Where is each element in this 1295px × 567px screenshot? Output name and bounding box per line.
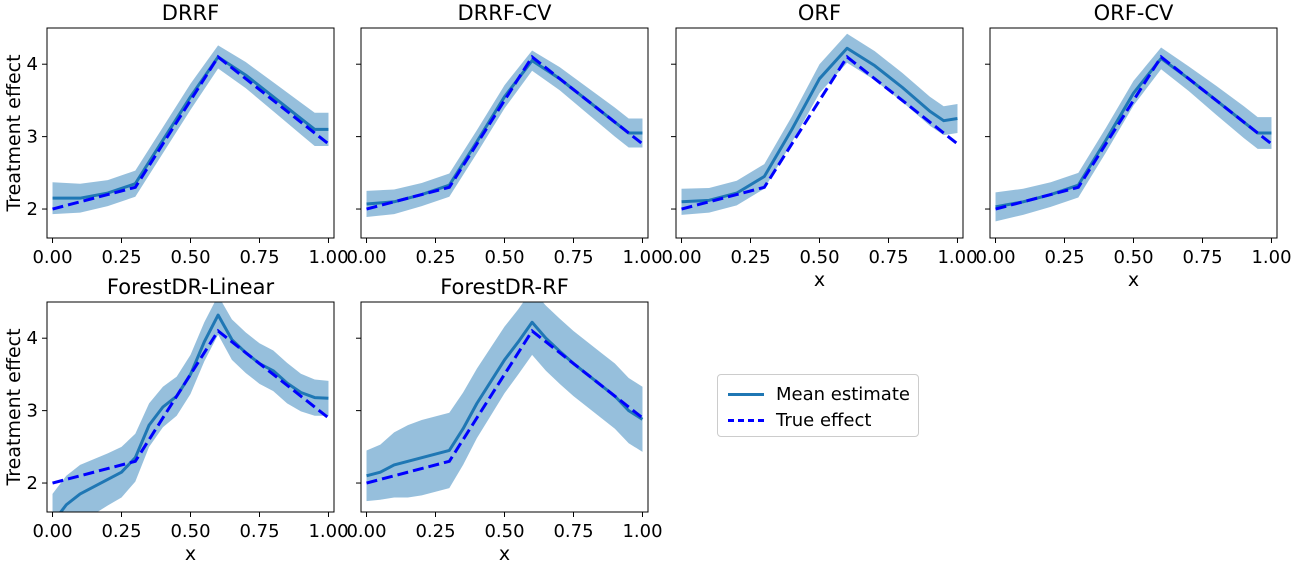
x-tick-label: 0.00 <box>346 521 386 542</box>
confidence-band <box>52 302 329 512</box>
x-tick-label: 0.75 <box>553 521 593 542</box>
x-tick-label: 1.00 <box>1251 247 1291 268</box>
y-tick-label: 2 <box>27 473 38 494</box>
x-tick-label: 0.00 <box>346 247 386 268</box>
true-effect-line <box>995 54 1273 211</box>
x-axis-label: x <box>814 269 825 291</box>
plot-area <box>995 47 1273 222</box>
panel-2: 0.00 0.25 0.50 0.75 1.00 DRRF-CV <box>346 1 662 268</box>
plot-area <box>52 45 330 215</box>
plot-area <box>366 50 644 218</box>
panel-4: 0.00 0.25 0.50 0.75 1.00 ORF-CV x <box>975 1 1291 291</box>
panel-5: 0.00 0.25 0.50 0.75 1.00 2 3 4 ForestDR-Linear x T… <box>3 275 349 565</box>
x-tick-label: 0.25 <box>101 521 141 542</box>
confidence-band <box>366 302 643 502</box>
true-effect-line <box>681 54 959 211</box>
legend-label-true: True effect <box>776 409 872 431</box>
x-tick-label: 0.25 <box>415 247 455 268</box>
x-tick-label: 0.75 <box>553 247 593 268</box>
y-tick-label: 4 <box>27 54 38 75</box>
x-tick-label: 0.00 <box>661 247 701 268</box>
x-tick-label: 0.25 <box>730 247 770 268</box>
panel-6: 0.00 0.25 0.50 0.75 1.00 ForestDR-RF x <box>346 275 662 565</box>
x-tick-label: 0.50 <box>799 247 839 268</box>
legend: Mean estimate True effect <box>717 374 919 437</box>
panel-3: 0.00 0.25 0.50 0.75 1.00 ORF x <box>661 1 977 291</box>
true-effect-line <box>366 328 644 485</box>
x-tick-label: 0.00 <box>32 247 72 268</box>
x-tick-label: 0.00 <box>975 247 1015 268</box>
legend-swatch-true <box>728 418 764 422</box>
panel-1: 0.00 0.25 0.50 0.75 1.00 2 3 4 DRRF Treatment eff… <box>3 1 349 268</box>
x-tick-label: 1.00 <box>308 521 348 542</box>
x-tick-label: 0.50 <box>484 521 524 542</box>
true-effect-line <box>52 54 330 211</box>
x-tick-label: 0.25 <box>1044 247 1084 268</box>
y-tick-label: 3 <box>27 401 38 422</box>
x-tick-label: 0.75 <box>239 521 279 542</box>
confidence-band <box>52 45 329 215</box>
legend-swatch-mean <box>728 392 764 396</box>
mean-estimate-line <box>52 55 329 200</box>
panel-title: ORF-CV <box>1094 1 1174 25</box>
x-tick-label: 0.75 <box>239 247 279 268</box>
confidence-band <box>995 47 1272 222</box>
y-tick-label: 4 <box>27 328 38 349</box>
x-tick-label: 1.00 <box>937 247 977 268</box>
plot-area <box>52 302 330 512</box>
y-axis-label: Treatment effect <box>3 54 25 212</box>
panel-title: DRRF <box>162 1 219 25</box>
true-effect-line <box>366 54 644 211</box>
x-tick-label: 0.50 <box>484 247 524 268</box>
legend-entry-mean: Mean estimate <box>728 382 910 406</box>
panel-title: ForestDR-Linear <box>107 275 275 299</box>
confidence-band <box>681 33 958 215</box>
x-axis-label: x <box>185 543 196 565</box>
x-tick-label: 0.25 <box>101 247 141 268</box>
x-axis-label: x <box>1128 269 1139 291</box>
y-tick-label: 3 <box>27 127 38 148</box>
plot-area <box>681 33 959 215</box>
x-tick-label: 0.25 <box>415 521 455 542</box>
legend-entry-true: True effect <box>728 408 871 432</box>
panel-title: ForestDR-RF <box>440 275 569 299</box>
x-tick-label: 1.00 <box>622 521 662 542</box>
confidence-band <box>366 50 643 218</box>
legend-label-mean: Mean estimate <box>776 383 910 405</box>
mean-estimate-line <box>366 59 643 206</box>
mean-estimate-line <box>995 56 1272 209</box>
x-tick-label: 0.75 <box>868 247 908 268</box>
true-effect-line <box>52 328 330 485</box>
x-axis-label: x <box>499 543 510 565</box>
plot-area <box>366 302 644 502</box>
x-tick-label: 0.00 <box>32 521 72 542</box>
panel-title: DRRF-CV <box>457 1 552 25</box>
x-tick-label: 0.50 <box>1113 247 1153 268</box>
mean-estimate-line <box>58 313 329 512</box>
x-tick-label: 0.50 <box>170 521 210 542</box>
y-axis-label: Treatment effect <box>3 328 25 486</box>
x-tick-label: 1.00 <box>308 247 348 268</box>
x-tick-label: 0.50 <box>170 247 210 268</box>
x-tick-label: 1.00 <box>622 247 662 268</box>
x-tick-label: 0.75 <box>1182 247 1222 268</box>
y-tick-label: 2 <box>27 199 38 220</box>
panel-title: ORF <box>798 1 841 25</box>
